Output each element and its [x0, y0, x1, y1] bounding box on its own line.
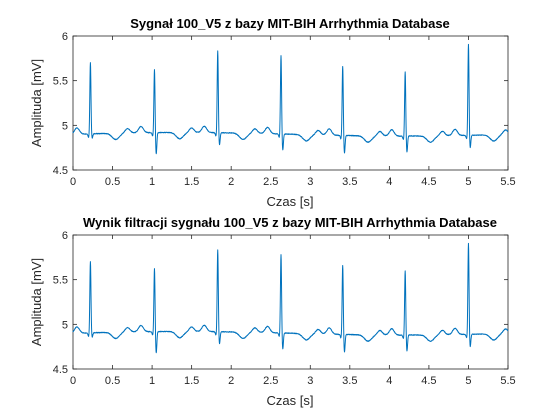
top-ytick-label: 5 — [62, 120, 68, 132]
bottom-xtick-label: 2 — [228, 375, 234, 387]
bottom-xlabel: Czas [s] — [267, 393, 314, 408]
top-ticks: 0 0.5 1 1.5 2 2.5 3 3.5 4 4.5 5 5.5 4.5 5 5.5 6 — [53, 31, 516, 188]
top-ytick-label: 4.5 — [53, 165, 68, 177]
bottom-xtick-label: 5.5 — [500, 375, 515, 387]
top-xtick-label: 3 — [307, 176, 313, 188]
bottom-xtick-label: 2.5 — [263, 375, 278, 387]
bottom-xtick-label: 3.5 — [342, 375, 357, 387]
top-axes-box — [72, 35, 509, 171]
bottom-xtick-label: 0.5 — [105, 375, 120, 387]
top-xtick-label: 4 — [386, 176, 392, 188]
top-xtick-label: 2.5 — [263, 176, 278, 188]
top-xtick-label: 0 — [70, 176, 76, 188]
bottom-ticks: 0 0.5 1 1.5 2 2.5 3 3.5 4 4.5 5 5.5 4.5 5 5.5 6 — [53, 230, 516, 387]
top-xtick-label: 1 — [149, 176, 155, 188]
bottom-ytick-label: 5 — [62, 319, 68, 331]
bottom-subplot: Wynik filtracji sygnału 100_V5 z bazy MI… — [29, 215, 516, 408]
top-xtick-label: 4.5 — [421, 176, 436, 188]
top-xtick-label: 3.5 — [342, 176, 357, 188]
bottom-xtick-label: 4.5 — [421, 375, 436, 387]
bottom-axes-box — [72, 234, 509, 370]
bottom-ytick-label: 5.5 — [53, 275, 68, 287]
top-ylabel: Amplituda [mV] — [29, 59, 44, 147]
top-ytick-label: 5.5 — [53, 76, 68, 88]
top-title: Sygnał 100_V5 z bazy MIT-BIH Arrhythmia … — [130, 16, 450, 31]
bottom-xtick-label: 1.5 — [184, 375, 199, 387]
bottom-title: Wynik filtracji sygnału 100_V5 z bazy MI… — [83, 215, 497, 230]
top-xtick-label: 0.5 — [105, 176, 120, 188]
bottom-ecg-line — [72, 242, 509, 354]
top-xtick-label: 5 — [465, 176, 471, 188]
top-xtick-label: 2 — [228, 176, 234, 188]
bottom-xtick-label: 1 — [149, 375, 155, 387]
bottom-xtick-label: 4 — [386, 375, 392, 387]
bottom-xtick-label: 3 — [307, 375, 313, 387]
top-xtick-label: 5.5 — [500, 176, 515, 188]
top-ytick-label: 6 — [62, 31, 68, 43]
top-xtick-label: 1.5 — [184, 176, 199, 188]
bottom-ytick-label: 6 — [62, 230, 68, 242]
bottom-xtick-label: 0 — [70, 375, 76, 387]
bottom-xtick-label: 5 — [465, 375, 471, 387]
top-xlabel: Czas [s] — [267, 194, 314, 209]
bottom-ytick-label: 4.5 — [53, 364, 68, 376]
top-subplot: Sygnał 100_V5 z bazy MIT-BIH Arrhythmia … — [29, 16, 516, 209]
bottom-ylabel: Amplituda [mV] — [29, 258, 44, 346]
top-ecg-line — [72, 43, 509, 155]
